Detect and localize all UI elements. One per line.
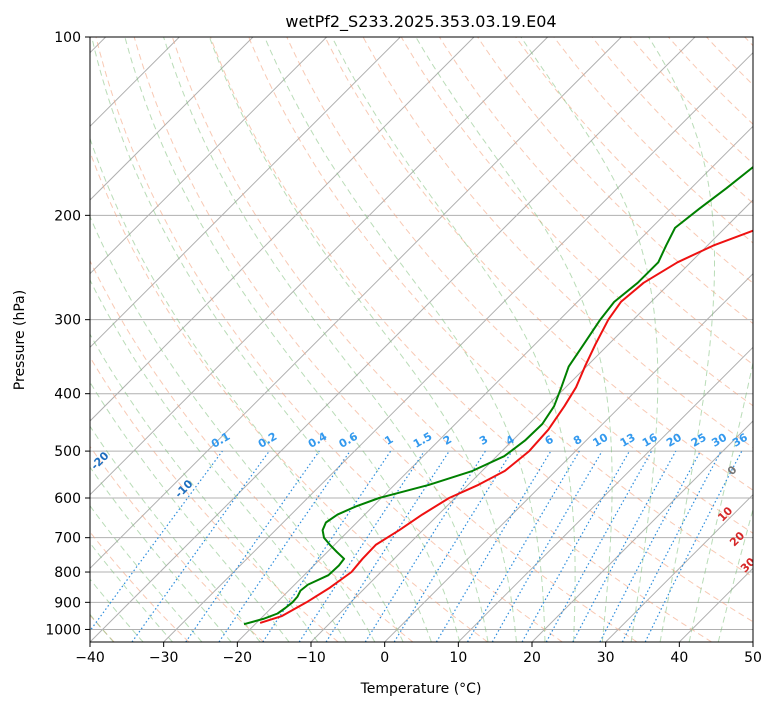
dry-adiabat-line (95, 37, 563, 642)
moist-adiabat-line (90, 425, 261, 642)
y-tick-label: 300 (54, 313, 81, 329)
dry-adiabat-line (629, 37, 753, 165)
dry-adiabat-line (90, 445, 264, 642)
isotherm-line (90, 37, 328, 275)
plot-background (90, 37, 753, 642)
dry-adiabat-line (324, 37, 753, 491)
y-axis-label: Pressure (hPa) (12, 290, 28, 390)
mixing-ratio-line (325, 450, 450, 642)
dry-adiabat-line (400, 37, 753, 407)
moist-adiabat-line (91, 37, 432, 642)
y-tick-label: 600 (54, 491, 81, 507)
isotherm-line (384, 272, 753, 642)
isotherm-line (457, 346, 753, 642)
isobar-grid (90, 37, 753, 630)
moist-adiabats (90, 37, 753, 642)
moist-adiabat-line (124, 37, 461, 642)
chart-title: wetPf2_S233.2025.353.03.19.E04 (285, 12, 556, 32)
mixing-ratio-line (491, 450, 603, 642)
dry-adiabat-line (477, 37, 753, 325)
y-axis-ticks: 1000 900 800 700 600 500 400 300 200 100 (45, 30, 90, 638)
isotherm-line (90, 37, 696, 642)
mixing-ratio-lines (90, 450, 743, 642)
x-tick-label: 0 (380, 650, 389, 666)
dry-adiabat-line (591, 37, 753, 204)
moist-adiabat-line (90, 215, 376, 642)
moist-adiabat-line (331, 37, 576, 642)
x-tick-label: −10 (296, 650, 326, 666)
mixing-ratio-line (466, 450, 580, 642)
y-tick-label: 100 (54, 30, 81, 46)
isotherm-line (90, 37, 254, 201)
y-tick-label: 700 (54, 531, 81, 547)
temperature-line (259, 229, 753, 624)
mixing-ratio-line (90, 450, 223, 632)
moist-adiabat-line (90, 381, 290, 642)
mixing-ratio-line (364, 450, 486, 642)
dry-adiabat-line (362, 37, 753, 449)
mixing-ratio-line (131, 450, 270, 642)
y-tick-label: 900 (54, 595, 81, 611)
isotherm-line (605, 493, 753, 642)
dry-adiabat-line (90, 259, 414, 642)
x-tick-label: 20 (523, 650, 541, 666)
x-tick-label: 40 (670, 650, 688, 666)
mixing-ratio-line (393, 450, 513, 642)
profile-series (243, 165, 753, 626)
x-tick-label: −20 (223, 650, 253, 666)
isotherm-line (90, 37, 401, 349)
isotherm-line (90, 37, 549, 496)
dry-adiabat-line (171, 37, 712, 642)
dry-adiabat-line (133, 37, 638, 642)
isotherm-line (531, 420, 753, 642)
isotherm-line (236, 125, 753, 642)
x-axis-label: Temperature (°C) (360, 681, 482, 697)
x-tick-label: 50 (744, 650, 762, 666)
mixing-ratio-line (185, 450, 320, 642)
mixing-ratio-line (545, 450, 653, 642)
isotherm-line (163, 51, 753, 642)
x-axis-ticks: −40 −30 −20 −10 0 10 20 30 40 50 (75, 642, 762, 666)
moist-adiabat-line (415, 37, 613, 642)
moist-adiabat-line (264, 37, 546, 642)
mixing-ratio-line (572, 450, 677, 642)
y-tick-label: 400 (54, 387, 81, 403)
x-tick-label: 30 (597, 650, 615, 666)
moist-adiabat-line (90, 542, 173, 642)
moist-adiabat-line (209, 37, 517, 642)
y-tick-label: 1000 (45, 622, 81, 638)
dewpoint-line (243, 165, 753, 626)
y-tick-label: 500 (54, 444, 81, 460)
dry-adiabat-line (515, 37, 753, 284)
x-tick-label: 10 (449, 650, 467, 666)
moist-adiabat-line (520, 37, 659, 642)
mixing-ratio-line (218, 450, 351, 642)
moist-adiabat-line (90, 466, 232, 642)
x-tick-label: −40 (75, 650, 105, 666)
dry-adiabat-line (248, 37, 753, 578)
mixing-ratio-line (435, 450, 552, 642)
moist-adiabat-line (90, 137, 404, 642)
plot-frame (89, 36, 754, 643)
moist-adiabat-line (163, 37, 489, 642)
y-tick-label: 200 (54, 208, 81, 224)
moist-adiabat-line (90, 504, 203, 642)
dry-adiabats (90, 37, 753, 642)
dry-adiabat-line (210, 37, 753, 623)
x-tick-label: −30 (149, 650, 179, 666)
mixing-ratio-line (521, 450, 631, 642)
y-tick-label: 800 (54, 565, 81, 581)
moist-adiabat-label: 40 (750, 580, 770, 600)
isotherm-line (90, 37, 475, 422)
